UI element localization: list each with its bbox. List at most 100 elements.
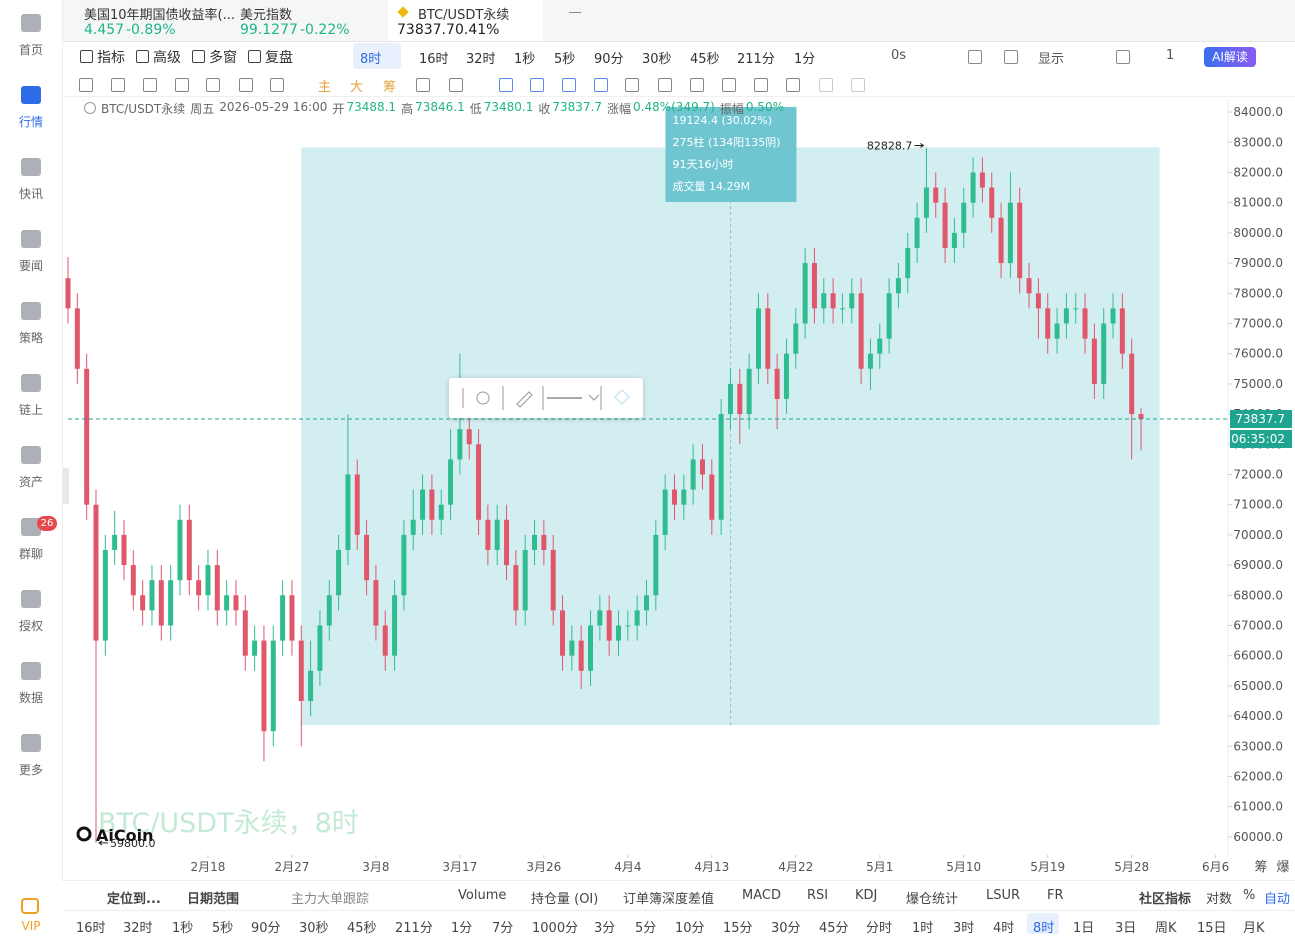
draw-tool[interactable]	[499, 78, 513, 92]
nav-icon[interactable]	[21, 446, 41, 464]
draw-tool[interactable]	[819, 78, 833, 92]
nav-icon[interactable]	[21, 734, 41, 752]
nav-icon[interactable]	[21, 158, 41, 176]
nav-icon[interactable]	[21, 14, 41, 32]
draw-tool[interactable]	[690, 78, 704, 92]
draw-tool-text[interactable]: 大	[350, 80, 364, 95]
interval-button[interactable]: 月K	[1243, 921, 1265, 936]
interval-button[interactable]: 5秒	[554, 52, 576, 67]
interval-button[interactable]: 3分	[594, 921, 616, 936]
nav-label[interactable]: 策略	[18, 331, 43, 345]
nav-label[interactable]: 更多	[18, 763, 43, 777]
indicator-button[interactable]: 日期范围	[187, 892, 240, 907]
tab[interactable]: 美元指数 99.1277 -0.22%	[240, 0, 390, 41]
nav-label[interactable]: 数据	[18, 691, 43, 705]
toolbar-icon[interactable]	[248, 50, 261, 63]
draw-tool[interactable]	[754, 78, 768, 92]
toolbar-icon[interactable]	[192, 50, 205, 63]
toolbar-icon[interactable]	[968, 50, 982, 64]
nav-icon[interactable]	[21, 86, 41, 104]
indicator-button[interactable]: RSI	[807, 888, 829, 903]
interval-button[interactable]: 4时	[993, 921, 1015, 936]
interval-button[interactable]: 3日	[1115, 921, 1137, 936]
indicator-button[interactable]: 定位到...	[107, 892, 161, 907]
nav-label[interactable]: 群聊	[18, 547, 43, 561]
nav-icon[interactable]	[21, 518, 41, 536]
toolbar-icon[interactable]	[136, 50, 149, 63]
interval-button[interactable]: 分时	[866, 921, 893, 936]
toolbar-icon[interactable]	[1116, 50, 1130, 64]
nav-icon[interactable]	[21, 590, 41, 608]
interval-button[interactable]: 7分	[492, 921, 514, 936]
nav-label[interactable]: 资产	[18, 475, 43, 489]
indicator-button[interactable]: %	[1243, 888, 1256, 903]
toolbar-icon[interactable]	[80, 50, 93, 63]
interval-button[interactable]: 1分	[794, 52, 816, 67]
interval-button[interactable]: 1秒	[172, 921, 194, 936]
nav-icon[interactable]	[21, 662, 41, 680]
interval-button[interactable]: 211分	[737, 52, 775, 67]
interval-button[interactable]: 32时	[123, 921, 153, 936]
draw-tool[interactable]	[786, 78, 800, 92]
interval-button[interactable]: 8时	[360, 52, 382, 67]
interval-button[interactable]: 30秒	[299, 921, 329, 936]
interval-button[interactable]: 10分	[675, 921, 705, 936]
add-tab[interactable]	[569, 12, 581, 13]
draw-tool[interactable]	[562, 78, 576, 92]
draw-tool[interactable]	[416, 78, 430, 92]
draw-tool-text[interactable]: 筹	[383, 80, 397, 95]
indicator-button[interactable]: 爆仓统计	[906, 892, 959, 907]
interval-button[interactable]: 5分	[635, 921, 657, 936]
indicator-button[interactable]: 自动	[1264, 892, 1291, 907]
interval-button[interactable]: 1时	[912, 921, 934, 936]
interval-button[interactable]: 1秒	[514, 52, 536, 67]
toolbar-button[interactable]: 0s	[891, 48, 907, 63]
draw-tool[interactable]	[625, 78, 639, 92]
toolbar-button[interactable]: 多窗	[209, 50, 237, 66]
interval-button[interactable]: 16时	[419, 52, 449, 67]
nav-icon[interactable]	[21, 302, 41, 320]
interval-button[interactable]: 211分	[395, 921, 433, 936]
interval-button[interactable]: 30分	[771, 921, 801, 936]
interval-button[interactable]: 8时	[1033, 921, 1055, 936]
interval-button[interactable]: 30秒	[642, 52, 672, 67]
nav-label[interactable]: VIP	[21, 919, 41, 933]
interval-button[interactable]: 周K	[1155, 921, 1177, 936]
draw-tool[interactable]	[175, 78, 189, 92]
draw-tool[interactable]	[206, 78, 220, 92]
interval-button[interactable]: 90分	[594, 52, 624, 67]
ai-button[interactable]: AI解读	[1204, 47, 1256, 67]
interval-button[interactable]: 45秒	[690, 52, 720, 67]
draw-tool[interactable]	[239, 78, 253, 92]
interval-button[interactable]: 1分	[451, 921, 473, 936]
draw-tool[interactable]	[449, 78, 463, 92]
draw-tool[interactable]	[79, 78, 93, 92]
indicator-button[interactable]: MACD	[742, 888, 781, 903]
interval-button[interactable]: 32时	[466, 52, 496, 67]
interval-button[interactable]: 15分	[723, 921, 753, 936]
tab[interactable]: BTC/USDT永续 73837.7 0.41%	[388, 0, 543, 41]
nav-label[interactable]: 链上	[18, 403, 43, 417]
nav-label[interactable]: 首页	[18, 43, 43, 57]
toolbar-icon[interactable]	[1004, 50, 1018, 64]
nav-icon[interactable]	[21, 374, 41, 392]
nav-icon[interactable]	[21, 230, 41, 248]
draw-tool[interactable]	[530, 78, 544, 92]
floating-toolbar[interactable]	[449, 378, 643, 418]
toolbar-button[interactable]: 1	[1166, 48, 1175, 63]
interval-button[interactable]: 1日	[1073, 921, 1095, 936]
indicator-button[interactable]: 对数	[1206, 892, 1233, 907]
draw-tool[interactable]	[270, 78, 284, 92]
toolbar-button[interactable]: 复盘	[265, 50, 293, 66]
nav-label[interactable]: 快讯	[18, 187, 43, 201]
draw-tool[interactable]	[594, 78, 608, 92]
toolbar-button[interactable]: 指标	[97, 50, 125, 66]
draw-tool[interactable]	[658, 78, 672, 92]
nav-icon[interactable]	[21, 898, 39, 914]
tab[interactable]: 美国10年期国债收益率(... 4.457 -0.89%	[84, 0, 235, 41]
draw-tool[interactable]	[851, 78, 865, 92]
interval-button[interactable]: 5秒	[212, 921, 234, 936]
indicator-button[interactable]: 主力大单跟踪	[291, 892, 370, 907]
interval-button[interactable]: 16时	[76, 921, 106, 936]
draw-tool-text[interactable]: 主	[318, 80, 332, 95]
